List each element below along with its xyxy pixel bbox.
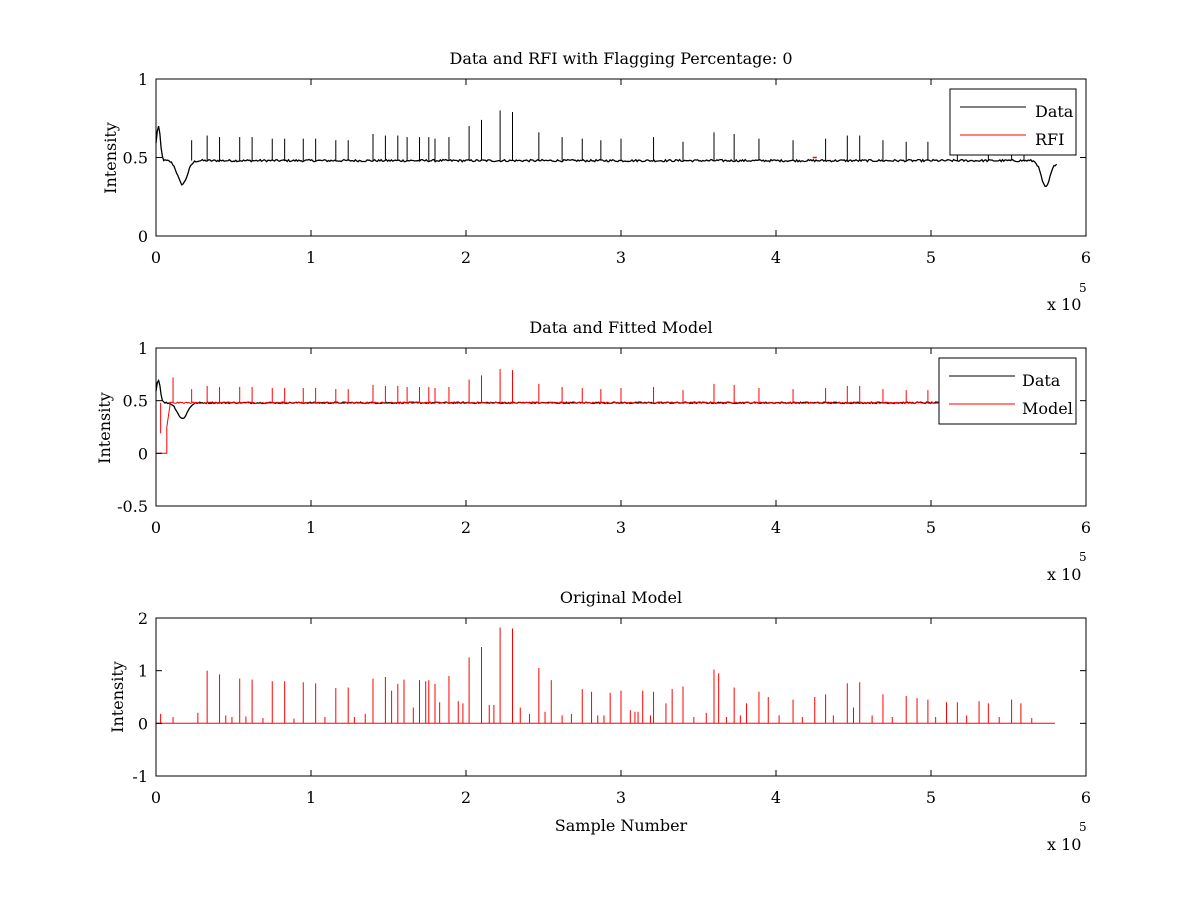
series-layer <box>155 110 1058 187</box>
x-tick-label: 2 <box>461 788 471 807</box>
y-tick-label: 1 <box>138 339 148 358</box>
y-tick-label: 0.5 <box>123 392 148 411</box>
legend-label-data: Data <box>1035 102 1074 121</box>
chart-title: Data and Fitted Model <box>529 318 712 337</box>
y-tick-label: 0 <box>138 444 148 463</box>
y-tick-label: 0 <box>138 714 148 733</box>
y-tick-label: -0.5 <box>117 497 148 516</box>
x-tick-label: 6 <box>1081 248 1091 267</box>
x-tick-label: 1 <box>306 248 316 267</box>
panel-data-and-fitted-model: 0 1 2 3 4 5 6-0.500.51 Data and Fitted Model I… <box>95 318 1091 584</box>
x-axis-multiplier-exponent: 5 <box>1079 820 1087 834</box>
legend-box <box>938 357 1077 425</box>
chart-title: Data and RFI with Flagging Percentage: 0 <box>449 49 792 68</box>
x-axis-multiplier: x 10 <box>1047 295 1081 314</box>
y-axis-label: Intensity <box>108 661 127 733</box>
tick-layer: 0 1 2 3 4 5 6-0.500.51 <box>117 339 1091 537</box>
y-tick-label: 1 <box>138 70 148 89</box>
y-axis-label: Intensity <box>101 122 120 194</box>
x-axis-multiplier: x 10 <box>1047 565 1081 584</box>
x-tick-label: 5 <box>926 248 936 267</box>
legend-label-rfi: RFI <box>1035 130 1064 149</box>
legend-box <box>949 88 1077 156</box>
x-tick-label: 0 <box>151 788 161 807</box>
y-tick-label: -1 <box>132 767 148 786</box>
model-line <box>156 401 1057 454</box>
x-tick-label: 4 <box>771 518 781 537</box>
y-tick-label: 2 <box>138 609 148 628</box>
x-tick-label: 4 <box>771 788 781 807</box>
x-tick-label: 6 <box>1081 788 1091 807</box>
x-tick-label: 5 <box>926 788 936 807</box>
legend-label-data: Data <box>1022 371 1061 390</box>
legend-label-model: Model <box>1022 399 1073 418</box>
axes-box <box>155 78 1087 237</box>
x-tick-label: 3 <box>616 248 626 267</box>
y-axis-label: Intensity <box>95 392 114 464</box>
plot-area <box>156 348 1086 506</box>
x-tick-label: 6 <box>1081 518 1091 537</box>
x-tick-label: 5 <box>926 518 936 537</box>
x-tick-label: 2 <box>461 518 471 537</box>
panel-data-and-rfi: 0 1 2 3 4 5 6 0 0.5 1 Data and RFI with Flagging … <box>101 49 1091 314</box>
legend: Data Model <box>938 357 1077 425</box>
y-tick-label: 0 <box>138 227 148 246</box>
axes-box <box>155 347 1087 507</box>
axes-box <box>155 617 1087 777</box>
x-axis-multiplier-exponent: 5 <box>1079 550 1087 564</box>
y-tick-label: 1 <box>138 662 148 681</box>
x-tick-label: 2 <box>461 248 471 267</box>
x-tick-label: 1 <box>306 788 316 807</box>
x-tick-label: 0 <box>151 518 161 537</box>
y-tick-label: 0.5 <box>123 149 148 168</box>
x-axis-label: Sample Number <box>555 816 688 835</box>
x-tick-label: 0 <box>151 248 161 267</box>
x-tick-label: 4 <box>771 248 781 267</box>
x-axis-multiplier-exponent: 5 <box>1079 281 1087 295</box>
series-layer <box>156 627 1055 724</box>
legend: Data RFI <box>949 88 1077 156</box>
x-tick-label: 3 <box>616 518 626 537</box>
series-layer <box>155 369 1057 454</box>
x-tick-label: 3 <box>616 788 626 807</box>
chart-title: Original Model <box>560 588 682 607</box>
x-tick-label: 1 <box>306 518 316 537</box>
x-axis-multiplier: x 10 <box>1047 835 1081 854</box>
data-line <box>155 125 1058 187</box>
